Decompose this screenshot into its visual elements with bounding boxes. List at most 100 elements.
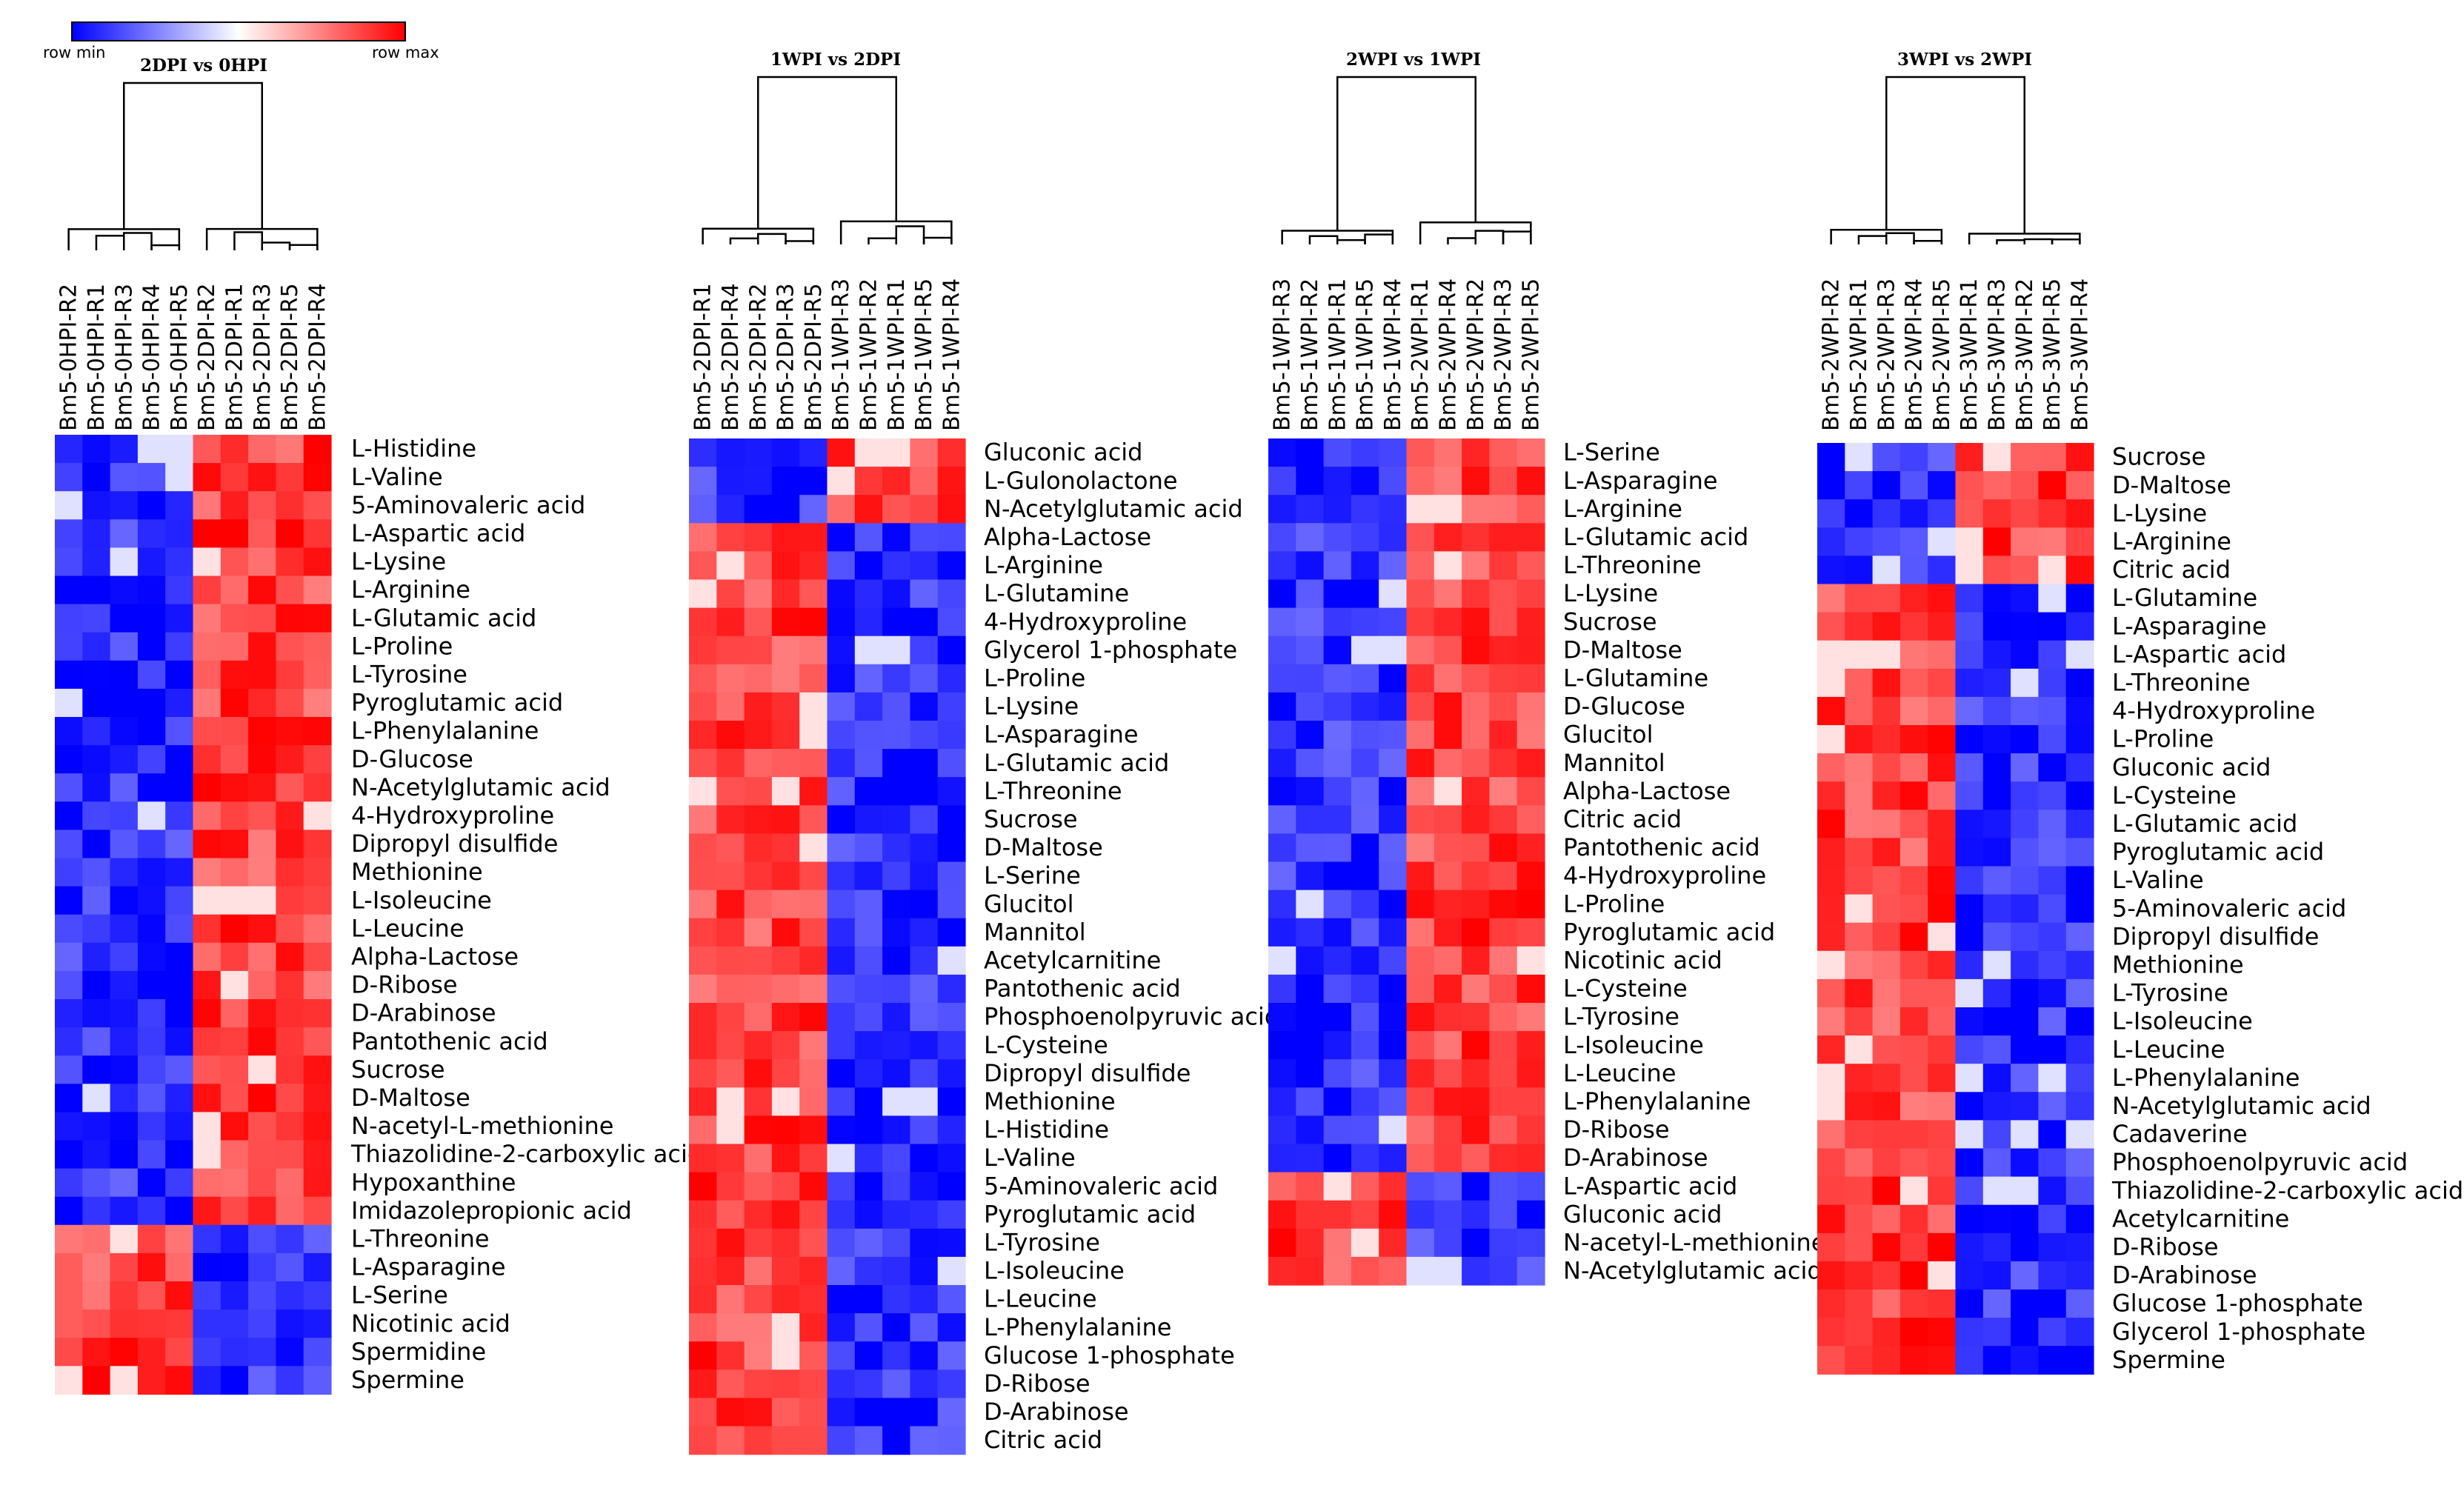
heatmap-cell bbox=[799, 1115, 828, 1145]
heatmap-cell bbox=[193, 999, 222, 1028]
heatmap-cell bbox=[1955, 668, 1984, 698]
heatmap-cell bbox=[799, 607, 828, 637]
heatmap-cell bbox=[2065, 838, 2094, 867]
heatmap-cell bbox=[1406, 833, 1435, 863]
heatmap-cell bbox=[110, 491, 139, 520]
heatmap-cell bbox=[1955, 1346, 1984, 1375]
legend-min-label: row min bbox=[43, 44, 105, 61]
heatmap-cell bbox=[137, 1027, 166, 1056]
heatmap-cell bbox=[937, 1369, 966, 1398]
heatmap-cell bbox=[1982, 471, 2011, 500]
heatmap-cell bbox=[110, 914, 139, 944]
column-label: Bm5-2WPI-R4 bbox=[1902, 278, 1928, 431]
heatmap-cell bbox=[165, 1084, 194, 1112]
heatmap-cell bbox=[1406, 1144, 1435, 1173]
heatmap-cell bbox=[882, 861, 910, 891]
row-label: L-Glutamine bbox=[984, 579, 1129, 607]
heatmap-cell bbox=[744, 551, 773, 581]
heatmap-cell bbox=[937, 1087, 966, 1116]
column-label: Bm5-1WPI-R5 bbox=[911, 278, 937, 431]
heatmap-cell bbox=[910, 1200, 939, 1230]
heatmap-cell bbox=[2011, 1318, 2039, 1347]
heatmap-cell bbox=[2011, 668, 2039, 698]
heatmap-cell bbox=[248, 575, 276, 605]
heatmap-cell bbox=[55, 1196, 83, 1226]
heatmap-cell bbox=[55, 942, 83, 972]
heatmap-cell bbox=[137, 1281, 166, 1310]
heatmap-cell bbox=[827, 1200, 856, 1230]
heatmap-cell bbox=[854, 579, 883, 609]
heatmap-cell bbox=[1268, 607, 1296, 637]
heatmap-cell bbox=[1955, 1148, 1984, 1178]
heatmap-cell bbox=[689, 974, 717, 1004]
heatmap-cell bbox=[716, 861, 745, 891]
heatmap-cell bbox=[303, 942, 332, 972]
heatmap-cell bbox=[137, 688, 166, 718]
heatmap-cell bbox=[1817, 1318, 1845, 1347]
row-label: L-Isoleucine bbox=[2112, 1007, 2253, 1035]
heatmap-cell bbox=[1296, 805, 1325, 834]
row-label: D-Maltose bbox=[984, 833, 1103, 861]
heatmap-cell bbox=[1817, 838, 1845, 867]
heatmap-cell bbox=[165, 1055, 194, 1084]
heatmap-cell bbox=[193, 575, 222, 605]
heatmap-cell bbox=[1462, 1172, 1490, 1201]
heatmap-cell bbox=[55, 463, 83, 492]
heatmap-cell bbox=[689, 1341, 717, 1370]
dendrogram-cluster-link bbox=[67, 228, 181, 250]
heatmap-cell bbox=[1323, 1059, 1352, 1088]
dendrogram-leaf-link bbox=[757, 233, 787, 244]
heatmap-cell bbox=[1516, 1172, 1545, 1201]
heatmap-cell bbox=[716, 551, 745, 581]
heatmap-cell bbox=[1434, 777, 1462, 806]
heatmap-cell bbox=[2038, 527, 2067, 556]
heatmap-cell bbox=[827, 664, 856, 693]
heatmap-cell bbox=[220, 463, 249, 492]
row-label: L-Glutamic acid bbox=[2112, 810, 2297, 838]
heatmap-cell bbox=[110, 745, 139, 774]
heatmap-cell bbox=[1462, 579, 1490, 609]
heatmap-cell bbox=[854, 1059, 883, 1088]
heatmap-cell bbox=[716, 1369, 745, 1398]
heatmap-cell bbox=[771, 551, 800, 581]
heatmap-cell bbox=[771, 1172, 800, 1201]
heatmap-cell bbox=[193, 491, 222, 520]
heatmap-cell bbox=[1379, 1087, 1408, 1116]
heatmap-cell bbox=[854, 805, 883, 834]
heatmap-cell bbox=[165, 435, 194, 464]
row-label: L-Gulonolactone bbox=[984, 467, 1178, 495]
heatmap-cell bbox=[303, 773, 332, 802]
heatmap-cell bbox=[1845, 1120, 1874, 1150]
column-label: Bm5-2DPI-R4 bbox=[304, 283, 330, 431]
heatmap-cell bbox=[193, 463, 222, 492]
heatmap-cell bbox=[689, 692, 717, 721]
heatmap-cell bbox=[193, 745, 222, 774]
heatmap-cell bbox=[1462, 1228, 1490, 1258]
heatmap-cell bbox=[1351, 777, 1379, 806]
heatmap-cell bbox=[2011, 696, 2039, 726]
heatmap-cell bbox=[1872, 1176, 1901, 1206]
heatmap-cell bbox=[689, 1228, 717, 1258]
heatmap-cell bbox=[771, 664, 800, 693]
heatmap-cell bbox=[771, 692, 800, 721]
dendrogram-leaf-link bbox=[1336, 238, 1366, 244]
heatmap-cell bbox=[937, 1313, 966, 1342]
heatmap-cell bbox=[1982, 781, 2011, 810]
heatmap-cell bbox=[882, 579, 910, 609]
heatmap-cell bbox=[1268, 1087, 1296, 1116]
heatmap-cell bbox=[827, 1172, 856, 1201]
heatmap-cell bbox=[1351, 495, 1379, 524]
column-label: Bm5-2WPI-R1 bbox=[1408, 278, 1434, 431]
heatmap-cell bbox=[716, 1115, 745, 1145]
heatmap-cell bbox=[82, 914, 111, 944]
heatmap-cell bbox=[1845, 1035, 1874, 1064]
heatmap-cell bbox=[882, 1115, 910, 1145]
heatmap-cell bbox=[854, 1398, 883, 1427]
heatmap-cell bbox=[1817, 443, 1845, 472]
row-label: Citric acid bbox=[2112, 556, 2231, 584]
heatmap-cell bbox=[1323, 974, 1352, 1004]
heatmap-cell bbox=[1817, 668, 1845, 698]
heatmap-cell bbox=[137, 914, 166, 944]
heatmap-cell bbox=[882, 1031, 910, 1060]
heatmap-cell bbox=[882, 1256, 910, 1286]
